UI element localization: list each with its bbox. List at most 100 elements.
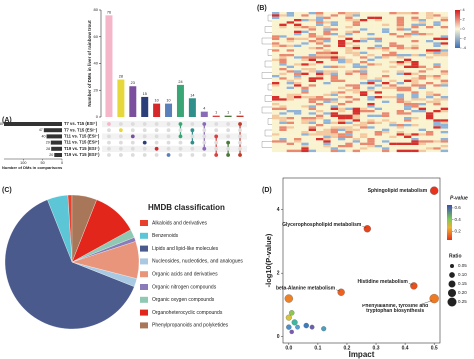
size-legend-dot — [447, 297, 457, 307]
heatmap-cell — [411, 112, 419, 115]
heatmap-cell — [382, 145, 390, 148]
heatmap-cell — [396, 86, 405, 90]
heatmap-cell — [418, 84, 427, 87]
heatmap-cell — [286, 16, 295, 20]
bubble — [430, 186, 439, 195]
heatmap-cell — [338, 56, 346, 59]
heatmap-cell — [272, 103, 280, 106]
heatmap-cell — [360, 23, 368, 27]
heatmap-cell — [396, 33, 405, 36]
heatmap-cell — [345, 112, 353, 115]
heatmap-cell — [301, 145, 309, 148]
heatmap-cell — [367, 51, 375, 55]
heatmap-cell — [294, 96, 302, 99]
heatmap-cell — [440, 28, 449, 31]
heatmap-cell — [338, 121, 346, 125]
heatmap-cell — [389, 40, 397, 43]
heatmap-cell — [367, 107, 375, 111]
heatmap-cell — [360, 89, 368, 92]
heatmap-cell — [374, 16, 383, 20]
heatmap-cell — [389, 37, 397, 41]
heatmap-cell — [286, 142, 295, 146]
heatmap-cell — [345, 16, 353, 20]
heatmap-cell — [286, 133, 295, 136]
heatmap-cell — [301, 75, 309, 78]
heatmap-cell — [286, 58, 295, 62]
heatmap-cell — [286, 12, 295, 15]
heatmap-cell — [338, 135, 346, 139]
heatmap-cell — [323, 138, 331, 141]
matrix-dot — [190, 140, 195, 145]
heatmap-cell — [382, 35, 390, 38]
heatmap-cell — [338, 23, 346, 27]
heatmap-cell — [382, 70, 390, 73]
heatmap-cell — [396, 138, 405, 141]
heatmap-cell — [272, 100, 280, 104]
colorbar-title: P-value — [450, 195, 468, 201]
heatmap-cell — [345, 40, 353, 43]
heatmap-cell — [360, 114, 368, 118]
heatmap-cell — [323, 26, 331, 29]
bar-value-label: 24 — [178, 80, 182, 84]
heatmap-cell — [440, 145, 449, 148]
heatmap-cell — [374, 51, 383, 55]
matrix-dot — [226, 140, 231, 145]
heatmap-cell — [338, 105, 346, 108]
heatmap-cell — [345, 70, 353, 73]
heatmap-cell — [316, 138, 324, 141]
heatmap-cell — [389, 89, 397, 92]
heatmap-cell — [426, 28, 434, 31]
heatmap-cell — [330, 84, 339, 87]
heatmap-cell — [286, 51, 295, 55]
heatmap-cell — [345, 126, 353, 129]
heatmap-cell — [418, 96, 427, 99]
heatmap-cell — [301, 91, 309, 94]
heatmap-cell — [426, 140, 434, 143]
matrix-dot — [154, 153, 159, 157]
heatmap-cell — [316, 28, 324, 31]
heatmap-cell — [338, 54, 346, 57]
heatmap-cell — [308, 82, 317, 85]
bubble — [337, 288, 345, 296]
heatmap-cell — [382, 49, 390, 52]
heatmap-cell — [382, 12, 390, 15]
heatmap-cell — [352, 140, 361, 143]
heatmap-cell — [316, 110, 324, 113]
heatmap-cell — [316, 77, 324, 80]
heatmap-cell — [286, 47, 295, 50]
heatmap-cell — [352, 21, 361, 24]
heatmap-cell — [396, 51, 405, 55]
heatmap-cell — [433, 28, 441, 31]
matrix-dot — [238, 128, 242, 133]
heatmap-cell — [352, 44, 361, 48]
heatmap-cell — [440, 33, 449, 36]
bubble — [286, 324, 292, 330]
heatmap-cell — [418, 147, 427, 150]
heatmap-cell — [404, 119, 412, 122]
heatmap-cell — [440, 56, 449, 59]
heatmap-cell — [294, 58, 302, 62]
matrix-dot — [154, 128, 159, 133]
heatmap-cell — [411, 70, 419, 73]
heatmap-cell — [433, 100, 441, 104]
heatmap-cell — [411, 33, 419, 36]
heatmap-cell — [345, 49, 353, 52]
heatmap-cell — [294, 61, 302, 64]
heatmap-cell — [286, 126, 295, 129]
heatmap-cell — [426, 16, 434, 20]
heatmap-cell — [389, 56, 397, 59]
matrix-dot — [118, 140, 123, 145]
heatmap-cell — [389, 84, 397, 87]
heatmap-cell — [316, 51, 324, 55]
heatmap-cell — [279, 37, 287, 41]
heatmap-cell — [411, 58, 419, 62]
bar — [176, 84, 184, 117]
heatmap-cell — [396, 82, 405, 85]
heatmap-cell — [279, 16, 287, 20]
heatmap-cell — [338, 131, 346, 134]
heatmap-cell — [330, 82, 339, 85]
heatmap-cell — [330, 77, 339, 80]
heatmap-cell — [316, 16, 324, 20]
heatmap-cell — [382, 58, 390, 62]
heatmap-cell — [352, 91, 361, 94]
